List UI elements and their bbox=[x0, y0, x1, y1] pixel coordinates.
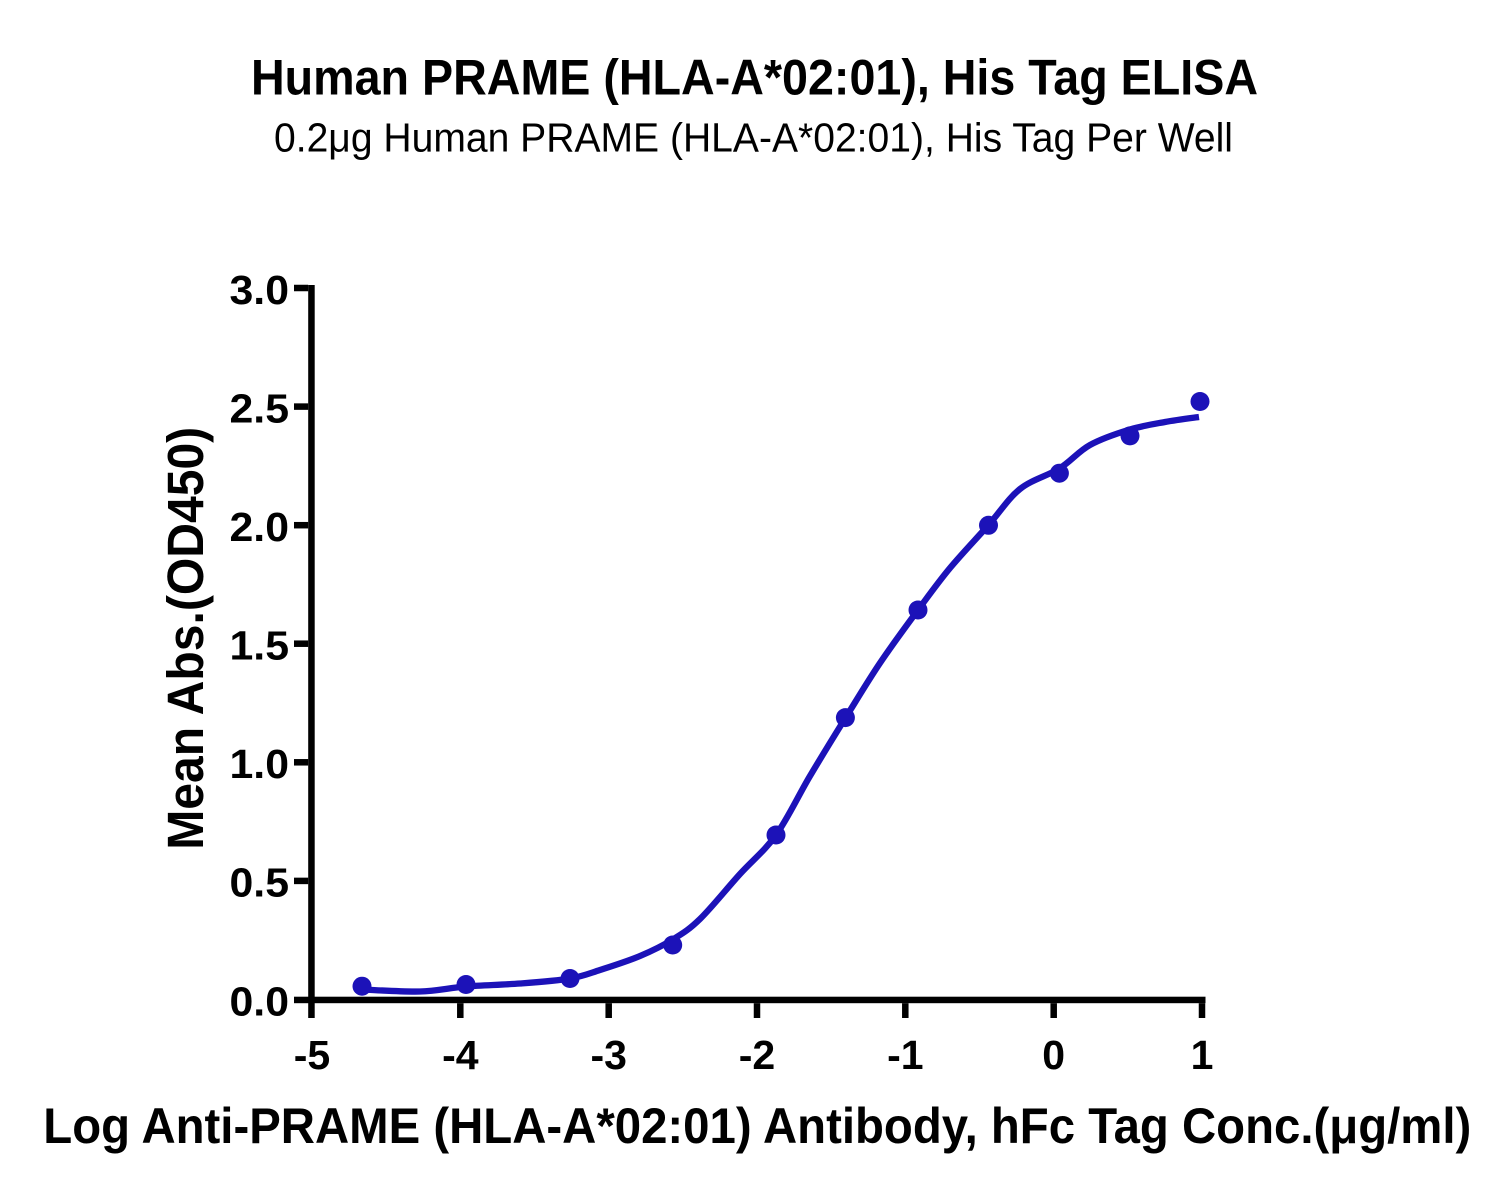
svg-text:0.5: 0.5 bbox=[230, 860, 290, 906]
svg-text:1.5: 1.5 bbox=[230, 623, 290, 669]
svg-text:3.0: 3.0 bbox=[230, 267, 290, 313]
svg-text:1: 1 bbox=[1191, 1032, 1214, 1078]
svg-text:2.0: 2.0 bbox=[230, 504, 290, 550]
svg-text:0.0: 0.0 bbox=[230, 978, 290, 1024]
svg-text:Human PRAME (HLA-A*02:01), His: Human PRAME (HLA-A*02:01), His Tag ELISA bbox=[251, 50, 1258, 106]
svg-text:Mean Abs.(OD450): Mean Abs.(OD450) bbox=[157, 427, 214, 850]
svg-text:-3: -3 bbox=[590, 1032, 626, 1078]
svg-text:0.2μg Human PRAME (HLA-A*02:01: 0.2μg Human PRAME (HLA-A*02:01), His Tag… bbox=[274, 115, 1233, 161]
svg-text:-4: -4 bbox=[442, 1032, 479, 1078]
svg-text:1.0: 1.0 bbox=[230, 741, 290, 787]
svg-text:Log Anti-PRAME (HLA-A*02:01) A: Log Anti-PRAME (HLA-A*02:01) Antibody, h… bbox=[43, 1098, 1471, 1154]
svg-text:-5: -5 bbox=[294, 1032, 330, 1078]
svg-text:-1: -1 bbox=[887, 1032, 923, 1078]
svg-text:2.5: 2.5 bbox=[230, 385, 290, 431]
svg-text:0: 0 bbox=[1042, 1032, 1065, 1078]
svg-text:-2: -2 bbox=[739, 1032, 775, 1078]
